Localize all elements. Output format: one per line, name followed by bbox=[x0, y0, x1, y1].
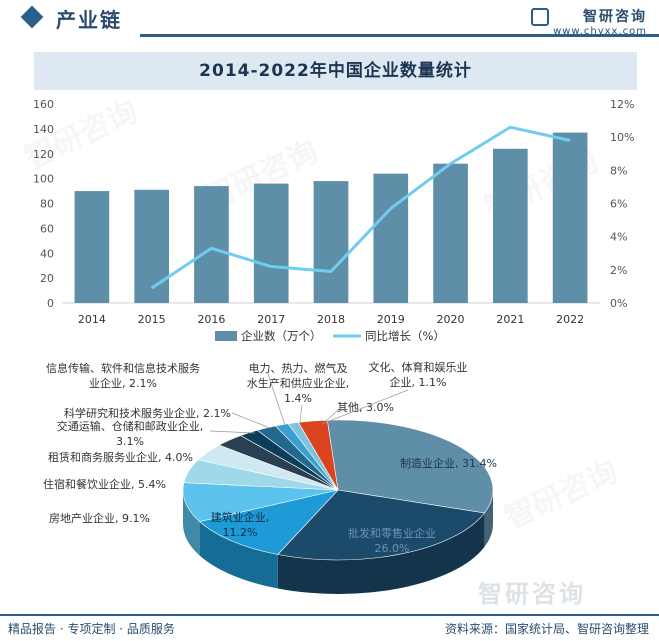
brand-name: 智研咨询 bbox=[583, 9, 647, 25]
brand-watermark: 智研咨询 bbox=[478, 580, 586, 608]
y-left-tick-label: 40 bbox=[40, 247, 54, 260]
bar bbox=[74, 191, 110, 303]
x-tick-label: 2021 bbox=[496, 313, 524, 326]
pie-slice-label: 其他, 3.0% bbox=[337, 401, 394, 414]
pie-slice-label: 制造业企业, 31.4% bbox=[400, 456, 497, 470]
y-right-tick-label: 8% bbox=[610, 164, 627, 177]
pie-slice bbox=[198, 489, 339, 555]
x-tick-label: 2016 bbox=[197, 313, 225, 326]
pie-slice-label: 1.4% bbox=[284, 392, 312, 405]
pie-slice-side bbox=[199, 521, 278, 589]
bar bbox=[373, 173, 409, 303]
leader-line bbox=[267, 373, 286, 426]
y-right-tick-label: 10% bbox=[610, 131, 634, 144]
pie-slice-label: 电力、热力、燃气及 bbox=[249, 361, 348, 375]
brand-url[interactable]: www.chyxx.com bbox=[553, 26, 647, 37]
x-tick-label: 2022 bbox=[556, 313, 584, 326]
x-tick-label: 2019 bbox=[377, 313, 405, 326]
y-left-tick-label: 0 bbox=[47, 297, 54, 310]
pie-slice-side bbox=[277, 513, 485, 594]
y-right-tick-label: 0% bbox=[610, 297, 627, 310]
pie-slice-label: 信息传输、软件和信息技术服务 bbox=[46, 361, 200, 375]
y-right-tick-label: 6% bbox=[610, 198, 627, 211]
chart-title-bar: 2014-2022年中国企业数量统计 bbox=[34, 52, 637, 90]
footer-source: 资料来源：国家统计局、智研咨询整理 bbox=[444, 622, 649, 636]
pie-slice-label: 交通运输、仓储和邮政业企业, bbox=[57, 419, 204, 433]
legend-label: 同比增长（%） bbox=[365, 329, 445, 343]
bar bbox=[552, 132, 588, 303]
bar bbox=[492, 148, 528, 303]
bar bbox=[313, 181, 349, 303]
legend-bar-swatch bbox=[215, 331, 237, 341]
y-left-tick-label: 20 bbox=[40, 272, 54, 285]
y-left-tick-label: 80 bbox=[40, 198, 54, 211]
pie-slice-label: 建筑业企业, bbox=[211, 510, 270, 524]
y-left-tick-label: 160 bbox=[33, 98, 54, 111]
pie-slice-label: 批发和零售业企业 bbox=[348, 526, 436, 540]
pie-slice-label: 租赁和商务服务业企业, 4.0% bbox=[48, 450, 193, 464]
pie-top-faces bbox=[182, 419, 494, 561]
x-tick-label: 2020 bbox=[437, 313, 465, 326]
pie-slice-label: 水生产和供应业企业, bbox=[247, 376, 350, 390]
diamond-icon bbox=[20, 5, 44, 29]
pie-slice-label: 企业, 1.1% bbox=[390, 375, 447, 389]
y-right-tick-label: 2% bbox=[610, 264, 627, 277]
x-tick-label: 2018 bbox=[317, 313, 345, 326]
footer-tagline: 精品报告 · 专项定制 · 品质服务 bbox=[8, 622, 175, 636]
header-divider bbox=[140, 34, 659, 37]
pie-chart: 制造业企业, 31.4% 批发和零售业企业 26.0% 建筑业企业, 11.2% 房地产业… bbox=[43, 360, 497, 594]
leader-line bbox=[321, 389, 409, 425]
footer: 精品报告 · 专项定制 · 品质服务 资料来源：国家统计局、智研咨询整理 bbox=[0, 614, 659, 641]
footer-divider bbox=[0, 614, 659, 616]
bar bbox=[433, 163, 468, 303]
bar bbox=[194, 186, 229, 303]
leader-line bbox=[299, 404, 303, 423]
page-header: 产业链 智研咨询 www.chyxx.com bbox=[0, 0, 659, 38]
growth-line bbox=[150, 125, 571, 290]
chart-title: 2014-2022年中国企业数量统计 bbox=[199, 61, 472, 81]
leader-line bbox=[231, 412, 271, 429]
brand[interactable]: 智研咨询 www.chyxx.com bbox=[531, 6, 647, 37]
pie-slice bbox=[326, 419, 494, 514]
legend-label: 企业数（万个） bbox=[241, 329, 322, 343]
y-left-tick-label: 100 bbox=[33, 173, 54, 186]
leader-line bbox=[324, 409, 339, 423]
pie-slice-label: 文化、体育和娱乐业 bbox=[369, 360, 468, 374]
pie-slice-label: 业企业, 2.1% bbox=[89, 376, 157, 390]
bar bbox=[134, 189, 170, 303]
x-tick-label: 2017 bbox=[257, 313, 285, 326]
y-left-tick-label: 60 bbox=[40, 222, 54, 235]
y-right-tick-label: 4% bbox=[610, 231, 627, 244]
brand-logo-icon bbox=[531, 8, 550, 26]
bar bbox=[253, 183, 289, 303]
pie-slice bbox=[277, 489, 485, 561]
page-title: 产业链 bbox=[56, 8, 122, 32]
y-left-tick-label: 140 bbox=[33, 123, 54, 136]
x-tick-label: 2015 bbox=[138, 313, 166, 326]
pie-slice-side bbox=[484, 490, 493, 548]
pie-slice-label: 科学研究和技术服务业企业, 2.1% bbox=[64, 406, 231, 420]
x-tick-label: 2014 bbox=[78, 313, 106, 326]
pie-slice bbox=[182, 482, 339, 522]
pie-slice-label: 3.1% bbox=[116, 435, 144, 448]
pie-slice-label: 11.2% bbox=[223, 526, 258, 539]
pie-slice-label: 房地产业企业, 9.1% bbox=[49, 511, 150, 525]
pie-slice-label: 26.0% bbox=[375, 542, 410, 555]
y-right-tick-label: 12% bbox=[610, 98, 634, 111]
pie-slice-label: 住宿和餐饮业企业, 5.4% bbox=[43, 477, 166, 491]
leader-line bbox=[209, 430, 256, 434]
combo-chart: 0 20 40 60 80 100 120 140 160 0% 2% 4% 6% 8% 10% 12% 201… bbox=[33, 98, 634, 343]
y-left-tick-label: 120 bbox=[33, 148, 54, 161]
